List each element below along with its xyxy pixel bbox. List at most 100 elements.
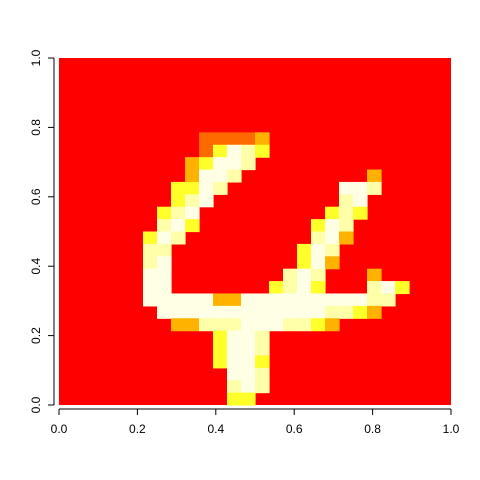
- heatmap-cell: [185, 169, 200, 183]
- heatmap-cell: [283, 268, 298, 282]
- heatmap-cell: [185, 206, 200, 220]
- heatmap-cell: [353, 305, 368, 319]
- heatmap-cell: [297, 281, 312, 295]
- heatmap-cell: [311, 219, 326, 233]
- heatmap-cell: [241, 305, 256, 319]
- heatmap-cell: [227, 330, 242, 344]
- heatmap-cell: [255, 305, 270, 319]
- heatmap-cell: [185, 293, 200, 307]
- heatmap-cell: [283, 305, 298, 319]
- heatmap-cell: [227, 392, 242, 406]
- heatmap-cell: [255, 318, 270, 332]
- heatmap-cell: [255, 144, 270, 158]
- heatmap-cell: [199, 132, 214, 146]
- heatmap-cell: [297, 318, 312, 332]
- heatmap-cell: [227, 132, 242, 146]
- heatmap-cell: [311, 318, 326, 332]
- heatmap-cell: [143, 293, 158, 307]
- heatmap-cell: [353, 206, 368, 220]
- heatmap-cell: [325, 243, 340, 257]
- heatmap-cell: [227, 305, 242, 319]
- heatmap-cell: [213, 318, 228, 332]
- heatmap-cell: [171, 194, 186, 208]
- heatmap-cell: [241, 367, 256, 381]
- heatmap-cell: [339, 219, 354, 233]
- heatmap-cell: [353, 181, 368, 195]
- heatmap-cell: [185, 157, 200, 171]
- heatmap-cell: [157, 293, 172, 307]
- heatmap-cell: [311, 256, 326, 270]
- heatmap-cell: [311, 305, 326, 319]
- x-axis: 0.0 0.2 0.4 0.6 0.8 1.0: [51, 408, 460, 436]
- y-axis: 0.0 0.2 0.4 0.6 0.8 1.0: [29, 49, 55, 413]
- x-tick-label: 0.2: [129, 422, 146, 436]
- heatmap-cell: [227, 293, 242, 307]
- heatmap-cell: [255, 343, 270, 357]
- heatmap-cell: [311, 293, 326, 307]
- heatmap-cell: [353, 194, 368, 208]
- y-tick-label: 0.4: [29, 258, 43, 275]
- heatmap-cell: [339, 293, 354, 307]
- y-tick-label: 0.6: [29, 188, 43, 205]
- heatmap-cell: [339, 206, 354, 220]
- heatmap-cell: [157, 281, 172, 295]
- x-tick-label: 0.0: [51, 422, 68, 436]
- heatmap-cell: [143, 231, 158, 245]
- heatmap-cell: [297, 268, 312, 282]
- heatmap-cell: [311, 231, 326, 245]
- heatmap-cell: [325, 318, 340, 332]
- heatmap-cell: [241, 318, 256, 332]
- heatmap-cell: [143, 256, 158, 270]
- heatmap-cell: [185, 305, 200, 319]
- heatmap-cell: [171, 305, 186, 319]
- heatmap-cell: [367, 293, 382, 307]
- heatmap-cell: [143, 281, 158, 295]
- heatmap-cells: [59, 58, 451, 406]
- heatmap-cell: [269, 281, 284, 295]
- heatmap-cell: [339, 194, 354, 208]
- heatmap-cell: [241, 132, 256, 146]
- heatmap-cell: [227, 169, 242, 183]
- heatmap-cell: [227, 355, 242, 369]
- heatmap-cell: [241, 144, 256, 158]
- heatmap-cell: [171, 293, 186, 307]
- heatmap-cell: [269, 305, 284, 319]
- heatmap-cell: [241, 157, 256, 171]
- heatmap-cell: [367, 169, 382, 183]
- heatmap-cell: [213, 157, 228, 171]
- heatmap-cell: [381, 281, 396, 295]
- heatmap-cell: [171, 206, 186, 220]
- heatmap-cell: [353, 293, 368, 307]
- heatmap-cell: [255, 355, 270, 369]
- heatmap-cell: [367, 268, 382, 282]
- heatmap-cell: [311, 243, 326, 257]
- heatmap-cell: [325, 206, 340, 220]
- heatmap-cell: [213, 293, 228, 307]
- heatmap-cell: [227, 157, 242, 171]
- heatmap-cell: [269, 318, 284, 332]
- heatmap-cell: [185, 219, 200, 233]
- heatmap-cell: [199, 318, 214, 332]
- heatmap-cell: [311, 268, 326, 282]
- heatmap-cell: [171, 318, 186, 332]
- heatmap-cell: [283, 293, 298, 307]
- heatmap-cell: [255, 330, 270, 344]
- heatmap-cell: [171, 231, 186, 245]
- heatmap-cell: [227, 343, 242, 357]
- y-tick-label: 0.8: [29, 119, 43, 136]
- heatmap-cell: [157, 243, 172, 257]
- heatmap-cell: [143, 243, 158, 257]
- heatmap-cell: [199, 305, 214, 319]
- heatmap-cell: [227, 367, 242, 381]
- heatmap-cell: [213, 144, 228, 158]
- heatmap-cell: [157, 268, 172, 282]
- heatmap-cell: [241, 380, 256, 394]
- heatmap-cell: [171, 181, 186, 195]
- x-tick-label: 0.8: [364, 422, 381, 436]
- heatmap-cell: [241, 293, 256, 307]
- heatmap-cell: [185, 194, 200, 208]
- heatmap-cell: [367, 281, 382, 295]
- heatmap-cell: [157, 256, 172, 270]
- y-tick-label: 0.0: [29, 396, 43, 413]
